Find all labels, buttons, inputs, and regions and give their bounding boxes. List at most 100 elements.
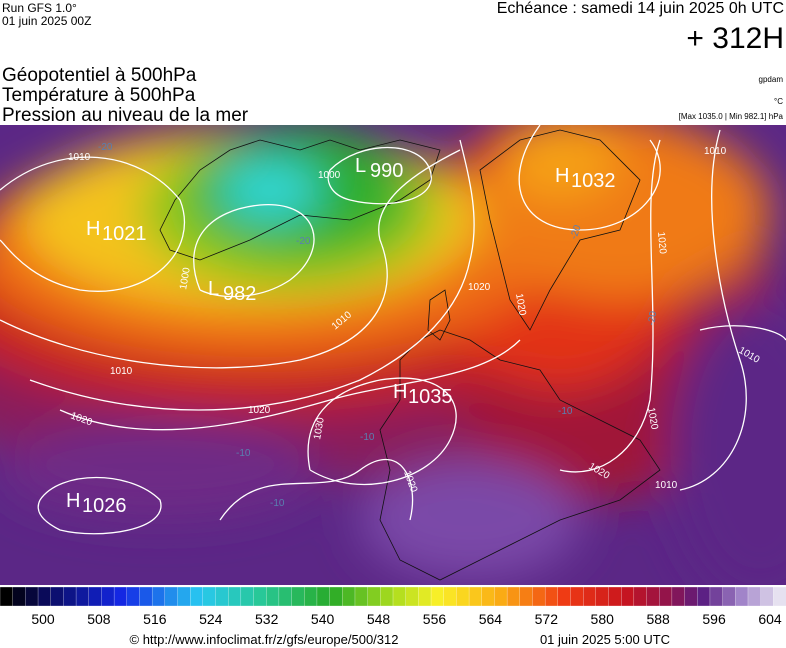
color-swatch	[50, 586, 65, 607]
colorbar-tick-label: 604	[758, 611, 782, 627]
center-pressure: 1032	[571, 170, 616, 192]
colorbar: 500 508 516 524 532 540 548 556 564 572 580 588 596 6…	[0, 586, 786, 627]
color-swatch	[215, 586, 229, 607]
isobar-label: 1020	[468, 282, 491, 293]
center-pressure: 1026	[82, 495, 127, 517]
colorbar-tick-label: 548	[367, 611, 391, 627]
isobar-label: 1020	[645, 407, 660, 431]
legend-line: Géopotentiel à 500hPa	[2, 65, 197, 86]
colorbar-tick-label: 596	[702, 611, 726, 627]
isobar-label: 1010	[110, 366, 133, 377]
center-letter: H	[86, 218, 100, 240]
isobar-label: 1010	[68, 152, 91, 163]
color-swatch	[697, 586, 711, 607]
color-swatch	[418, 586, 432, 607]
color-swatch	[583, 586, 597, 607]
color-swatch	[139, 586, 153, 607]
isobar-label: 1000	[178, 266, 193, 290]
isobar-label: 1010	[704, 146, 727, 157]
isobar-label: 1010	[655, 480, 678, 491]
color-swatch	[621, 586, 635, 607]
color-swatch	[633, 586, 648, 607]
color-swatch	[278, 586, 293, 607]
colorbar-tick-label: 532	[255, 611, 279, 627]
colorbar-tick-label: 588	[646, 611, 670, 627]
color-swatch	[735, 586, 749, 607]
color-swatch	[494, 586, 508, 607]
unit: °C	[774, 97, 783, 106]
run-date: 01 juin 2025 00Z	[2, 14, 91, 28]
color-swatch	[430, 586, 445, 607]
color-swatch	[595, 586, 610, 607]
color-swatch	[202, 586, 217, 607]
color-swatch	[481, 586, 496, 607]
temperature-label: -10	[360, 432, 375, 443]
legend-line: Température à 500hPa	[2, 85, 196, 106]
color-swatch	[532, 586, 546, 607]
color-swatch	[342, 586, 356, 607]
temperature-labels: -20 -20 -20 -10 -10 -10 -10 -20	[98, 142, 660, 509]
pressure-centers: H 1021 L 982 L 990 H 1032 H 1035 H 1026	[66, 155, 616, 517]
color-swatch	[190, 586, 204, 607]
isobar-label: 1000	[318, 170, 341, 181]
color-swatch	[570, 586, 584, 607]
color-swatch	[506, 586, 521, 607]
color-swatch	[773, 586, 786, 607]
colorbar-tick-label: 540	[311, 611, 335, 627]
color-swatch	[519, 586, 534, 607]
center-letter: H	[66, 490, 80, 512]
color-swatch	[88, 586, 103, 607]
colorbar-tick-label: 556	[423, 611, 447, 627]
colorbar-tick-label: 564	[479, 611, 503, 627]
color-swatch	[25, 586, 39, 607]
center-letter: H	[555, 165, 569, 187]
colorbar-tick-label: 516	[143, 611, 167, 627]
temperature-label: -10	[270, 498, 285, 509]
color-swatch	[456, 586, 470, 607]
color-swatch	[354, 586, 369, 607]
isobar-label: 1020	[513, 293, 528, 317]
colorbar-tick-label: 524	[199, 611, 223, 627]
color-swatch	[709, 586, 724, 607]
unit: [Max 1035.0 | Min 982.1] hPa	[679, 112, 784, 121]
center-letter: L	[355, 155, 366, 177]
temperature-label: -10	[558, 406, 573, 417]
color-swatch	[266, 586, 280, 607]
color-swatch	[722, 586, 736, 607]
color-swatch	[240, 586, 255, 607]
color-swatch	[304, 586, 318, 607]
color-swatch	[443, 586, 458, 607]
color-swatch	[291, 586, 305, 607]
colorbar-tick-label: 580	[591, 611, 615, 627]
map	[0, 125, 786, 585]
center-pressure: 990	[370, 160, 403, 182]
echeance: Echéance : samedi 14 juin 2025 0h UTC	[497, 0, 784, 17]
color-swatch	[37, 586, 52, 607]
center-letter: H	[393, 381, 407, 403]
run-time: 01 juin 2025 5:00 UTC	[540, 632, 670, 647]
color-swatch	[253, 586, 267, 607]
temperature-label: -20	[568, 223, 583, 241]
colorbar-tick-label: 500	[31, 611, 55, 627]
color-swatch	[126, 586, 141, 607]
temperature-label: -20	[296, 236, 311, 247]
isobar-label: 1020	[655, 231, 668, 255]
color-swatch	[544, 586, 559, 607]
color-swatch	[608, 586, 622, 607]
color-swatch	[329, 586, 343, 607]
color-swatch	[405, 586, 420, 607]
color-swatch	[684, 586, 698, 607]
color-swatch	[557, 586, 572, 607]
color-swatch	[316, 586, 331, 607]
color-swatch	[12, 586, 27, 607]
isobar-label: 1020	[248, 405, 271, 416]
temperature-label: -10	[236, 448, 251, 459]
color-swatch	[392, 586, 407, 607]
color-swatch	[228, 586, 242, 607]
offset: + 312H	[686, 22, 784, 55]
colorbar-tick-label: 508	[87, 611, 111, 627]
color-swatch	[151, 586, 166, 607]
color-swatch	[164, 586, 179, 607]
isobar-label: 1030	[312, 416, 327, 440]
